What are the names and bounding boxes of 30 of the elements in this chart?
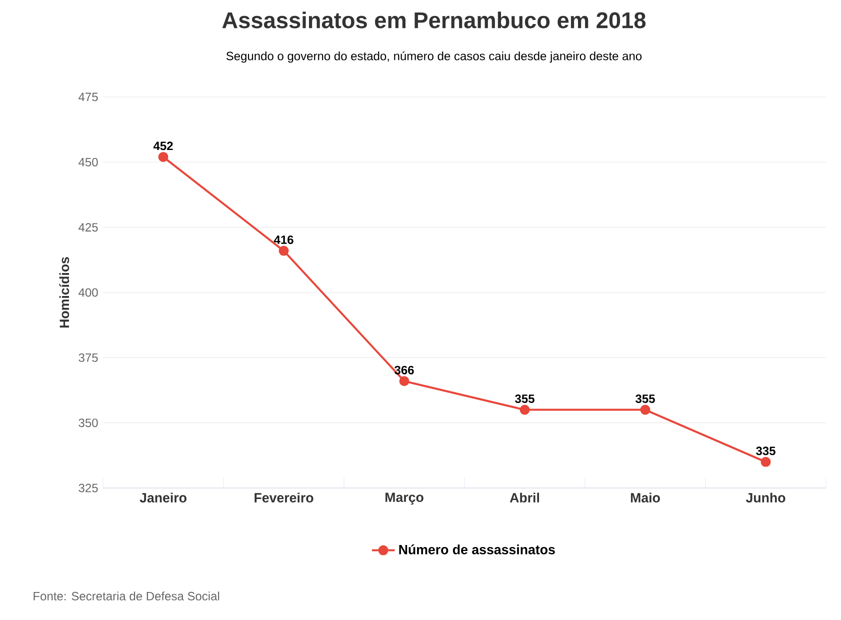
point: [399, 376, 410, 386]
x-tick-label: Fevereiro: [254, 492, 314, 502]
point: [158, 152, 168, 162]
point: [520, 404, 530, 415]
data-label: 366: [394, 366, 414, 374]
y-axis-title: Homicídios: [59, 257, 70, 328]
y-tick-label: 400: [78, 288, 98, 297]
point: [640, 404, 650, 415]
source-note: Fonte: Secretaria de Defesa Social: [34, 592, 220, 600]
y-tick-label: 375: [78, 353, 98, 362]
point: [760, 456, 771, 467]
data-label: 416: [274, 236, 294, 244]
point: [278, 246, 289, 256]
y-tick-label: 325: [78, 484, 98, 492]
x-tick-label: Março: [386, 492, 424, 505]
chart-subtitle: Segundo o governo do estado, número de casos caiu desde janeiro deste ano: [226, 51, 642, 63]
data-label: 355: [515, 394, 534, 403]
y-tick-label: 425: [78, 223, 98, 232]
x-tick-label: Maio: [630, 492, 660, 502]
y-tick-label: 475: [78, 92, 98, 102]
legend-label: Número de assassinatos: [399, 544, 555, 554]
chart-title: Assassinatos em Pernambuco em 2018: [222, 12, 646, 28]
y-tick-label: 350: [78, 418, 98, 428]
data-label: 355: [636, 394, 655, 403]
x-tick-label: Janeiro: [140, 492, 186, 502]
x-tick-label: Abril: [510, 492, 539, 502]
data-label: 452: [153, 142, 173, 150]
data-label: 335: [756, 446, 776, 456]
x-tick-label: Junho: [746, 492, 786, 502]
y-tick-label: 450: [78, 158, 98, 166]
